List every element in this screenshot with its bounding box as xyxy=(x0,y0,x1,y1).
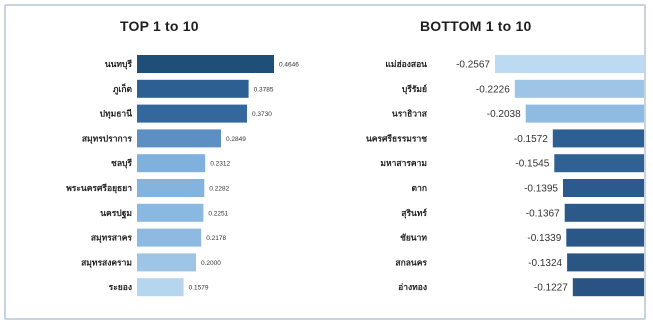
top-category-label: พระนครศรีอยุธยา xyxy=(66,183,132,194)
bottom-category-label: ตาก xyxy=(412,184,427,194)
bottom-value-label: -0.1227 xyxy=(534,283,568,294)
top-chart-title: TOP 1 to 10 xyxy=(120,18,199,34)
top-bar xyxy=(137,203,204,222)
bottom-value-label: -0.2226 xyxy=(476,84,510,95)
top-value-label: 0.2282 xyxy=(209,186,229,193)
bottom-category-label: ชัยนาท xyxy=(400,233,427,244)
top-value-label: 0.2000 xyxy=(201,260,221,267)
top-category-label: ภูเก็ต xyxy=(113,82,133,95)
bottom-value-label: -0.1324 xyxy=(528,258,562,269)
bottom-category-label: สุรินทร์ xyxy=(401,208,427,219)
bottom-value-label: -0.1545 xyxy=(515,159,549,170)
top-category-label: ระยอง xyxy=(109,283,132,293)
bottom-chart-title: BOTTOM 1 to 10 xyxy=(420,18,532,34)
bottom-bar xyxy=(564,203,644,222)
bottom-value-label: -0.1339 xyxy=(527,233,561,244)
top-bar xyxy=(137,228,202,247)
bottom-bar xyxy=(554,154,644,173)
bottom-category-label: นครศรีธรรมราช xyxy=(366,133,427,144)
bottom-value-label: -0.2038 xyxy=(487,109,521,120)
top-bar xyxy=(137,129,221,148)
top-bar xyxy=(137,154,206,173)
bottom-bar xyxy=(563,179,644,197)
bottom-bar xyxy=(566,228,644,247)
top-value-label: 0.2178 xyxy=(206,235,226,242)
top-category-label: ปทุมธานี xyxy=(100,109,133,120)
bottom-value-label: -0.1395 xyxy=(524,184,558,195)
top-value-label: 0.2312 xyxy=(210,161,230,168)
bottom-category-label: นราธิวาส xyxy=(392,109,428,120)
top-bar xyxy=(137,253,196,272)
bottom-category-label: อ่างทอง xyxy=(398,282,427,293)
top-bar xyxy=(137,79,249,98)
top-category-label: ชลบุรี xyxy=(111,158,132,169)
bottom-bar xyxy=(525,104,644,123)
bottom-value-label: -0.2567 xyxy=(456,60,490,71)
bottom-value-label: -0.1367 xyxy=(526,208,560,219)
top-category-label: นนทบุรี xyxy=(105,59,133,70)
top-category-label: สมุทรสาคร xyxy=(91,234,133,244)
bottom-bar xyxy=(572,278,644,297)
top-value-label: 0.1579 xyxy=(189,285,209,292)
top-bar xyxy=(137,55,274,73)
bottom-category-label: สกลนคร xyxy=(395,258,427,268)
bottom-category-label: แม่ฮ่องสอน xyxy=(385,59,427,70)
top-value-label: 0.2251 xyxy=(208,210,228,217)
bottom-bar xyxy=(495,55,644,73)
top-category-label: สมุทรสงคราม xyxy=(81,258,132,268)
top-value-label: 0.4646 xyxy=(279,62,299,69)
bottom-category-label: บุรีรัมย์ xyxy=(402,84,427,95)
bottom-category-label: มหาสารคาม xyxy=(380,159,427,169)
top-bar xyxy=(137,179,205,197)
top-category-label: สมุทรปราการ xyxy=(82,134,133,144)
top-value-label: 0.3730 xyxy=(252,111,272,118)
top-value-label: 0.3785 xyxy=(254,86,274,93)
bottom-bar xyxy=(514,79,644,98)
bottom-value-label: -0.1572 xyxy=(514,134,548,145)
bottom-bar xyxy=(552,129,644,148)
top-bar xyxy=(137,104,247,123)
top-category-label: นครปฐม xyxy=(100,209,132,219)
top-bar xyxy=(137,278,184,297)
top-value-label: 0.2849 xyxy=(226,136,246,143)
bottom-bar xyxy=(567,253,644,272)
